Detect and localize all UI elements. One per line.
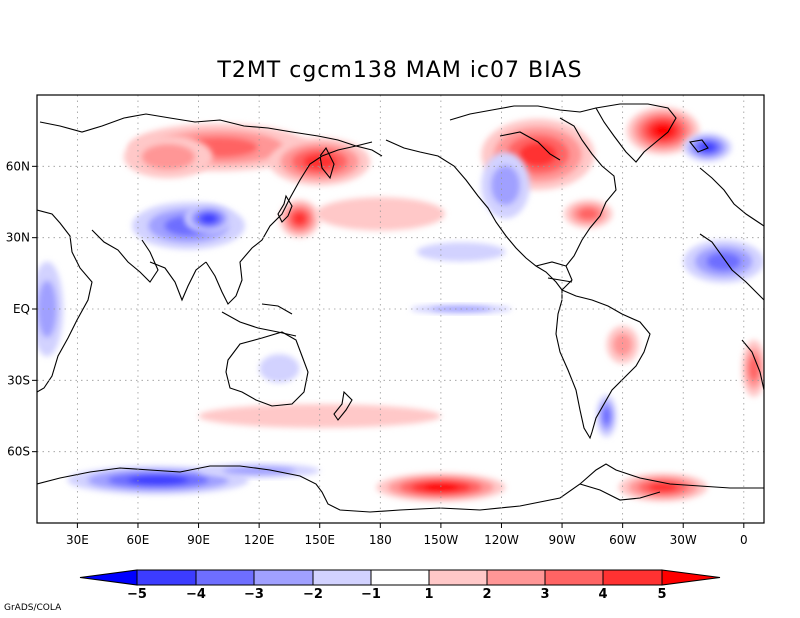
x-tick-label: 90E xyxy=(187,533,210,547)
anomaly-japan-warm xyxy=(279,199,320,238)
colorbar-segment xyxy=(136,569,197,586)
x-tick-label: 150E xyxy=(304,533,335,547)
x-tick-label: 60W xyxy=(609,533,636,547)
colorbar-max-arrow xyxy=(661,569,721,586)
y-tick-label: 30N xyxy=(6,231,30,245)
anomaly-southern-ocean-warm xyxy=(198,404,441,428)
anomaly-ross-sea-warm xyxy=(376,473,506,502)
x-tick-label: 0 xyxy=(740,533,748,547)
y-tick-label: 30S xyxy=(7,373,30,387)
anomaly-africa-cold xyxy=(37,261,64,357)
x-tick-label: 120W xyxy=(484,533,519,547)
anomaly-south-america-warm xyxy=(606,325,639,364)
colorbar-label: 1 xyxy=(424,587,433,602)
y-tick-label: EQ xyxy=(13,302,30,316)
colorbar-label: −1 xyxy=(361,587,381,602)
colorbar-segment xyxy=(370,569,430,586)
colorbar-label: −4 xyxy=(186,587,206,602)
grid-lines xyxy=(37,95,764,523)
colorbar-label: −5 xyxy=(127,587,147,602)
x-tick-label: 60E xyxy=(127,533,150,547)
anomaly-ne-pacific-cold xyxy=(416,242,506,262)
plot-area: 30E 60E 90E 120E 150E 180 150W 120W 90W 60W 30W 0 6… xyxy=(6,94,765,547)
x-axis: 30E 60E 90E 120E 150E 180 150W 120W 90W 60W 30W 0 xyxy=(66,523,748,547)
colorbar-label: −3 xyxy=(244,587,264,602)
x-tick-label: 180 xyxy=(369,533,392,547)
colorbar-segment xyxy=(312,569,372,586)
colorbar-label: 5 xyxy=(657,587,666,602)
colorbar-label: −2 xyxy=(303,587,323,602)
figure-title: T2MT cgcm138 MAM ic07 BIAS xyxy=(217,58,583,83)
anomaly-rockies-cold xyxy=(481,152,530,219)
anomaly-west-siberia-warm xyxy=(123,135,213,179)
colorbar-label: 2 xyxy=(482,587,491,602)
x-tick-label: 120E xyxy=(244,533,275,547)
x-tick-label: 30W xyxy=(670,533,697,547)
anomaly-australia-cold xyxy=(259,354,300,383)
x-tick-label: 150W xyxy=(423,533,458,547)
colorbar-segment xyxy=(544,569,604,586)
colorbar-segment xyxy=(428,569,488,586)
colorbar-min-arrow xyxy=(79,569,138,586)
colorbar-segment xyxy=(253,569,314,586)
x-tick-label: 30E xyxy=(66,533,89,547)
y-tick-label: 60N xyxy=(6,159,30,173)
colorbar-segment xyxy=(602,569,663,586)
x-tick-label: 90W xyxy=(548,533,575,547)
anomaly-n-pacific-warm xyxy=(315,197,445,231)
coastlines xyxy=(37,103,764,513)
anomaly-tibet-cold-core xyxy=(184,204,233,233)
anomaly-sahara-cold xyxy=(683,240,764,283)
y-axis: 60N 30N EQ 30S 60S xyxy=(6,159,37,459)
colorbar-label: 4 xyxy=(598,587,607,602)
anomaly-patagonia-cold xyxy=(596,394,617,438)
footer-credit: GrADS/COLA xyxy=(4,603,62,613)
anomaly-s-atlantic-warm xyxy=(741,339,764,397)
y-tick-label: 60S xyxy=(7,445,30,459)
anomaly-weddell-warm xyxy=(618,473,708,502)
anomaly-canada-warm xyxy=(481,118,595,191)
colorbar-segment xyxy=(486,569,546,586)
colorbar-label: 3 xyxy=(540,587,549,602)
colorbar-segment xyxy=(195,569,255,586)
colorbar: −5 −4 −3 −2 −1 1 2 3 4 5 xyxy=(79,569,721,602)
